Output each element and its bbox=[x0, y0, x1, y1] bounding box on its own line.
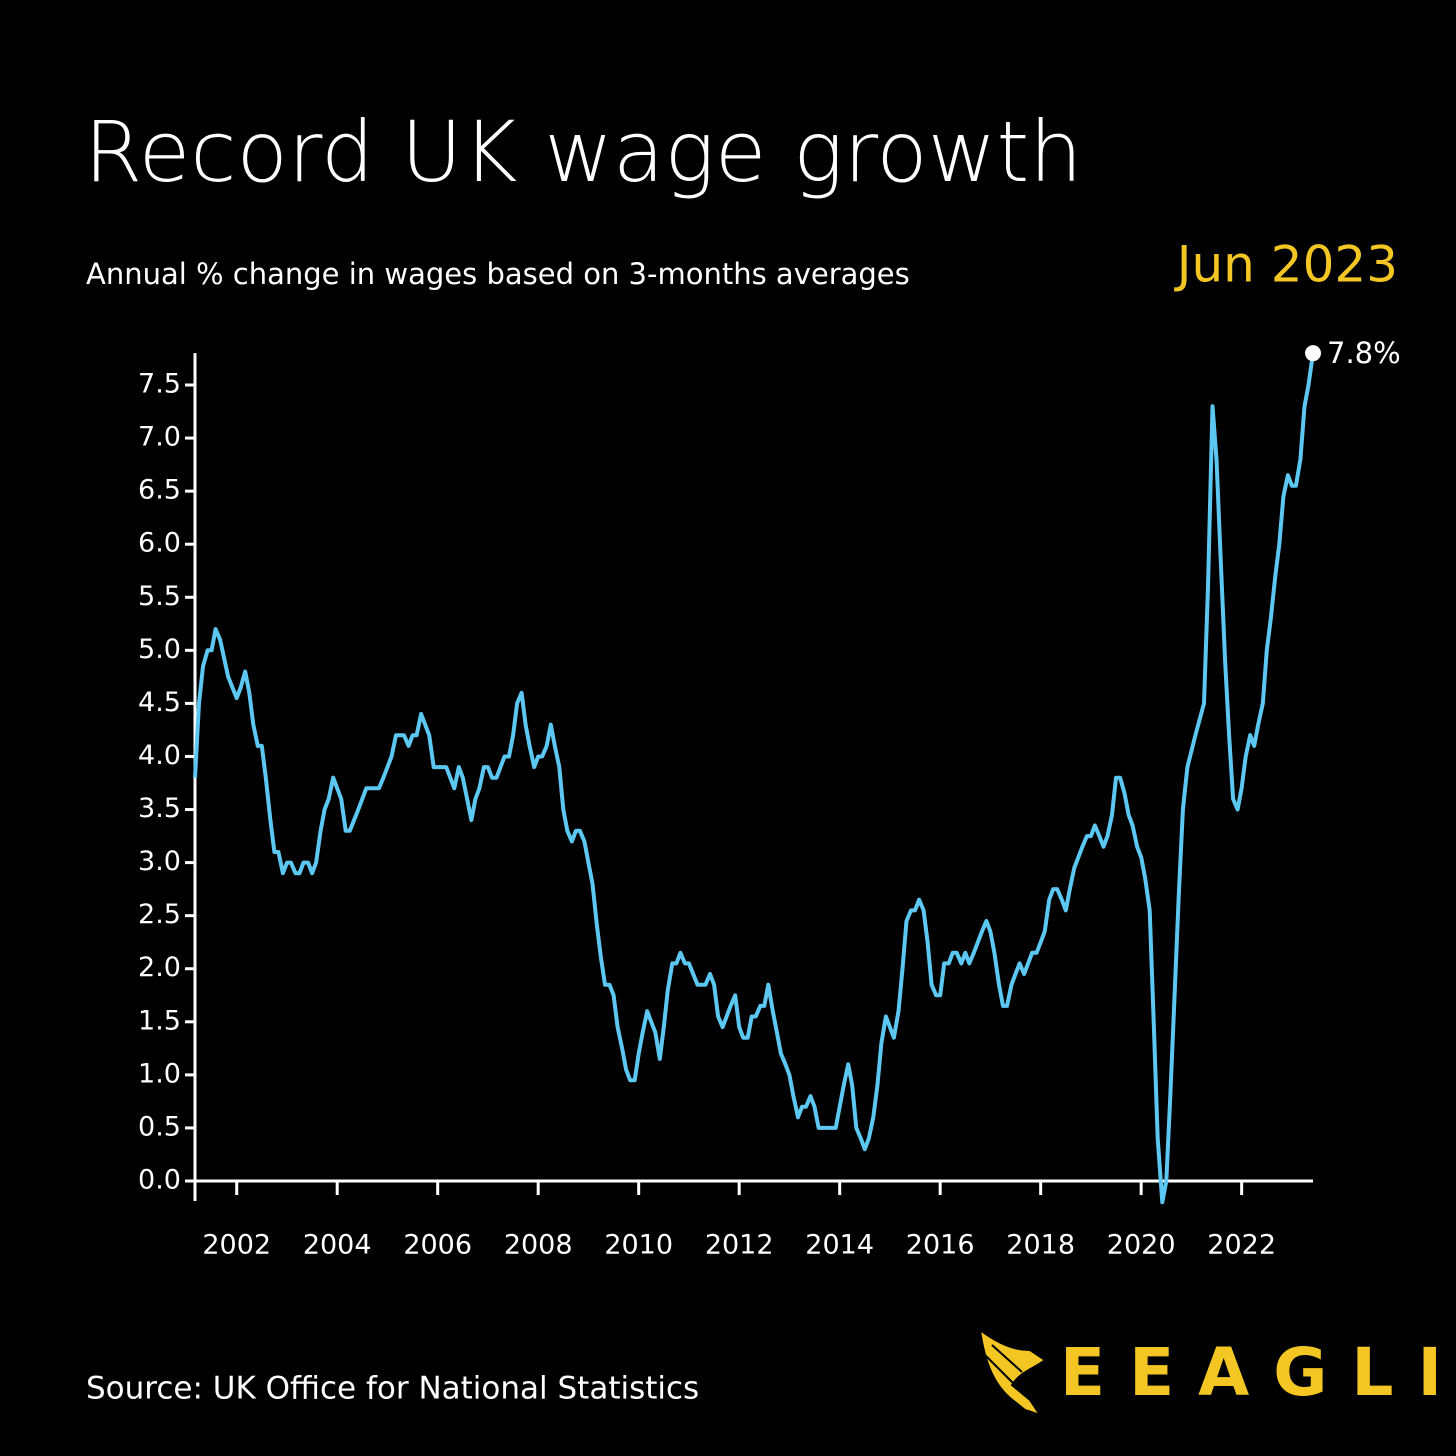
y-tick-label: 4.5 bbox=[138, 687, 181, 718]
brand: EEAGLI bbox=[1060, 1334, 1456, 1411]
y-tick-label: 6.5 bbox=[138, 475, 181, 506]
y-tick-label: 6.0 bbox=[138, 528, 181, 559]
x-tick-label: 2018 bbox=[1006, 1230, 1075, 1261]
y-tick-label: 2.5 bbox=[138, 899, 181, 930]
y-tick-label: 3.5 bbox=[138, 793, 181, 824]
x-tick-label: 2020 bbox=[1107, 1230, 1176, 1261]
x-tick-label: 2022 bbox=[1207, 1230, 1276, 1261]
x-tick-label: 2004 bbox=[303, 1230, 372, 1261]
chart-subtitle: Annual % change in wages based on 3-mont… bbox=[86, 257, 910, 291]
chart-title: Record UK wage growth bbox=[84, 103, 1083, 201]
y-tick-label: 5.0 bbox=[138, 634, 181, 665]
y-tick-label: 0.0 bbox=[138, 1165, 181, 1196]
x-tick-label: 2006 bbox=[403, 1230, 472, 1261]
y-tick-label: 4.0 bbox=[138, 740, 181, 771]
y-tick-label: 5.5 bbox=[138, 581, 181, 612]
y-tick-label: 7.0 bbox=[138, 422, 181, 453]
x-tick-label: 2010 bbox=[604, 1230, 673, 1261]
x-tick-label: 2014 bbox=[805, 1230, 874, 1261]
logo: EEAGLI bbox=[978, 1327, 1456, 1417]
x-tick-label: 2002 bbox=[202, 1230, 271, 1261]
source: Source: UK Office for National Statistic… bbox=[86, 1371, 699, 1407]
end-point bbox=[1305, 345, 1321, 362]
y-tick-label: 1.5 bbox=[138, 1005, 181, 1036]
x-tick-label: 2012 bbox=[705, 1230, 774, 1261]
x-tick-label: 2008 bbox=[504, 1230, 573, 1261]
y-tick-label: 7.5 bbox=[138, 369, 181, 400]
x-tick-label: 2016 bbox=[906, 1230, 975, 1261]
y-tick-label: 1.0 bbox=[138, 1058, 181, 1089]
end-label: 7.8% bbox=[1327, 336, 1401, 370]
date-label: Jun 2023 bbox=[1174, 236, 1398, 294]
logo-bird bbox=[978, 1327, 1047, 1417]
y-tick-label: 2.0 bbox=[138, 952, 181, 983]
y-tick-label: 3.0 bbox=[138, 846, 181, 877]
y-tick-label: 0.5 bbox=[138, 1111, 181, 1142]
data-line bbox=[193, 352, 1315, 1205]
